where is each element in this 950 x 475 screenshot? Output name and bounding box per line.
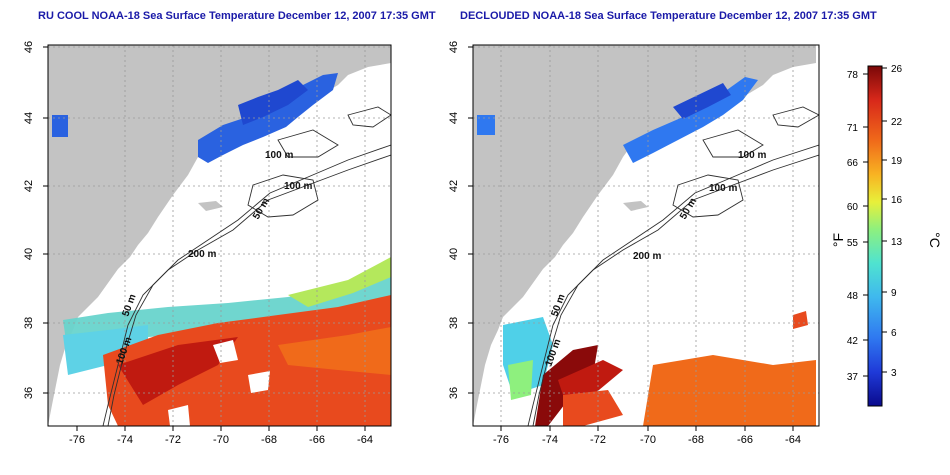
fahrenheit-tick-label: 60 <box>847 202 859 213</box>
fahrenheit-tick-label: 66 <box>847 158 859 169</box>
fahrenheit-unit-label: °F <box>830 233 846 247</box>
x-tick-label: -72 <box>165 434 181 446</box>
x-tick-label: -74 <box>117 434 133 446</box>
left-map-title: RU COOL NOAA-18 Sea Surface Temperature … <box>38 10 436 22</box>
x-tick-label: -70 <box>640 434 656 446</box>
fahrenheit-tick-label: 37 <box>847 372 859 383</box>
y-tick-label: 46 <box>23 41 35 53</box>
map-frame <box>472 44 820 427</box>
colorbar-gradient <box>867 65 883 407</box>
bathymetry-contours <box>102 106 391 426</box>
x-tick-label: -76 <box>69 434 85 446</box>
y-tick-label: 46 <box>448 41 460 53</box>
contour-label: 200 m <box>188 249 216 260</box>
x-tick-label: -64 <box>357 434 373 446</box>
fahrenheit-tick-label: 42 <box>847 336 859 347</box>
y-tick-label: 38 <box>448 317 460 329</box>
y-tick-label: 44 <box>23 112 35 124</box>
celsius-tick-label: 9 <box>891 288 897 299</box>
celsius-tick-label: 6 <box>891 328 897 339</box>
x-tick-label: -72 <box>590 434 606 446</box>
y-tick-label: 36 <box>448 387 460 399</box>
celsius-tick-label: 26 <box>891 64 903 75</box>
right-map-panel: 100 m 100 m 50 m 200 m 50 m 100 m -76 -7… <box>448 41 820 446</box>
x-tick-label: -70 <box>213 434 229 446</box>
bathymetry-contours <box>527 106 819 426</box>
x-tick-label: -64 <box>785 434 801 446</box>
y-tick-label: 40 <box>23 248 35 260</box>
right-map-title: DECLOUDED NOAA-18 Sea Surface Temperatur… <box>460 10 877 22</box>
contour-label: 100 m <box>265 150 293 161</box>
y-tick-label: 38 <box>23 317 35 329</box>
temperature-colorbar: 78 71 66 60 55 48 42 37 26 22 19 16 13 9… <box>830 64 943 407</box>
fahrenheit-tick-label: 71 <box>847 123 859 134</box>
fahrenheit-tick-label: 78 <box>847 70 859 81</box>
y-tick-label: 44 <box>448 112 460 124</box>
celsius-tick-label: 19 <box>891 156 903 167</box>
fahrenheit-tick-label: 55 <box>847 238 859 249</box>
contour-label: 100 m <box>709 183 737 194</box>
x-tick-label: -74 <box>542 434 558 446</box>
celsius-unit-label: °C <box>927 232 943 248</box>
contour-label: 200 m <box>633 251 661 262</box>
y-tick-label: 40 <box>448 248 460 260</box>
x-tick-label: -76 <box>493 434 509 446</box>
x-tick-label: -66 <box>309 434 325 446</box>
celsius-tick-label: 13 <box>891 237 903 248</box>
y-tick-label: 36 <box>23 387 35 399</box>
y-tick-label: 42 <box>23 180 35 192</box>
fahrenheit-tick-label: 48 <box>847 291 859 302</box>
map-frame <box>47 44 392 427</box>
celsius-tick-label: 16 <box>891 195 903 206</box>
celsius-tick-label: 3 <box>891 368 897 379</box>
contour-label: 100 m <box>284 181 312 192</box>
x-tick-label: -66 <box>737 434 753 446</box>
x-tick-label: -68 <box>261 434 277 446</box>
left-map-panel: 100 m 100 m 50 m 200 m 50 m 100 m -76 -7… <box>23 41 392 446</box>
y-tick-label: 42 <box>448 180 460 192</box>
celsius-tick-label: 22 <box>891 117 903 128</box>
contour-label: 100 m <box>738 150 766 161</box>
x-tick-label: -68 <box>688 434 704 446</box>
